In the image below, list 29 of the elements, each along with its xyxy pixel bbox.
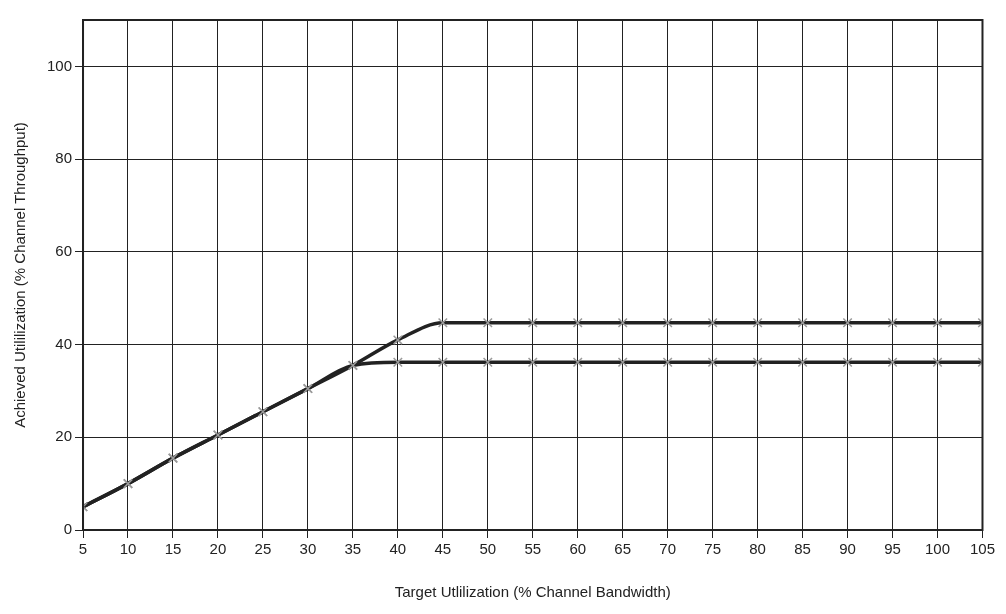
x-tick-label: 30 <box>299 540 317 558</box>
x-tick-label: 55 <box>524 540 542 558</box>
x-tick-label: 20 <box>209 540 227 558</box>
y-tick-label: 20 <box>55 427 73 445</box>
y-tick-label: 0 <box>63 520 73 538</box>
x-tick-label: 35 <box>344 540 362 558</box>
y-tick-label: 100 <box>47 56 73 74</box>
x-tick-label: 5 <box>78 540 88 558</box>
y-tick-label: 80 <box>55 149 73 167</box>
x-tick-label: 25 <box>254 540 272 558</box>
y-tick-label: 60 <box>55 241 73 259</box>
x-tick-label: 60 <box>569 540 587 558</box>
x-tick-label: 90 <box>839 540 856 558</box>
x-tick-label: 105 <box>969 540 995 558</box>
y-tick-label: 40 <box>55 334 73 352</box>
x-tick-label: 70 <box>659 540 677 558</box>
x-tick-label: 85 <box>794 540 811 558</box>
x-axis-title: Target Utlilization (% Channel Bandwidth) <box>394 583 671 601</box>
x-tick-label: 45 <box>434 540 452 558</box>
x-tick-label: 100 <box>925 540 951 558</box>
x-tick-label: 40 <box>389 540 407 558</box>
x-tick-label: 50 <box>479 540 497 558</box>
x-tick-label: 15 <box>164 540 182 558</box>
x-tick-label: 80 <box>749 540 766 558</box>
x-tick-label: 10 <box>119 540 137 558</box>
y-axis-title: Achieved Utililization (% Channel Throughput) <box>11 122 29 428</box>
x-tick-label: 65 <box>614 540 632 558</box>
x-tick-label: 95 <box>884 540 901 558</box>
x-tick-label: 75 <box>704 540 721 558</box>
